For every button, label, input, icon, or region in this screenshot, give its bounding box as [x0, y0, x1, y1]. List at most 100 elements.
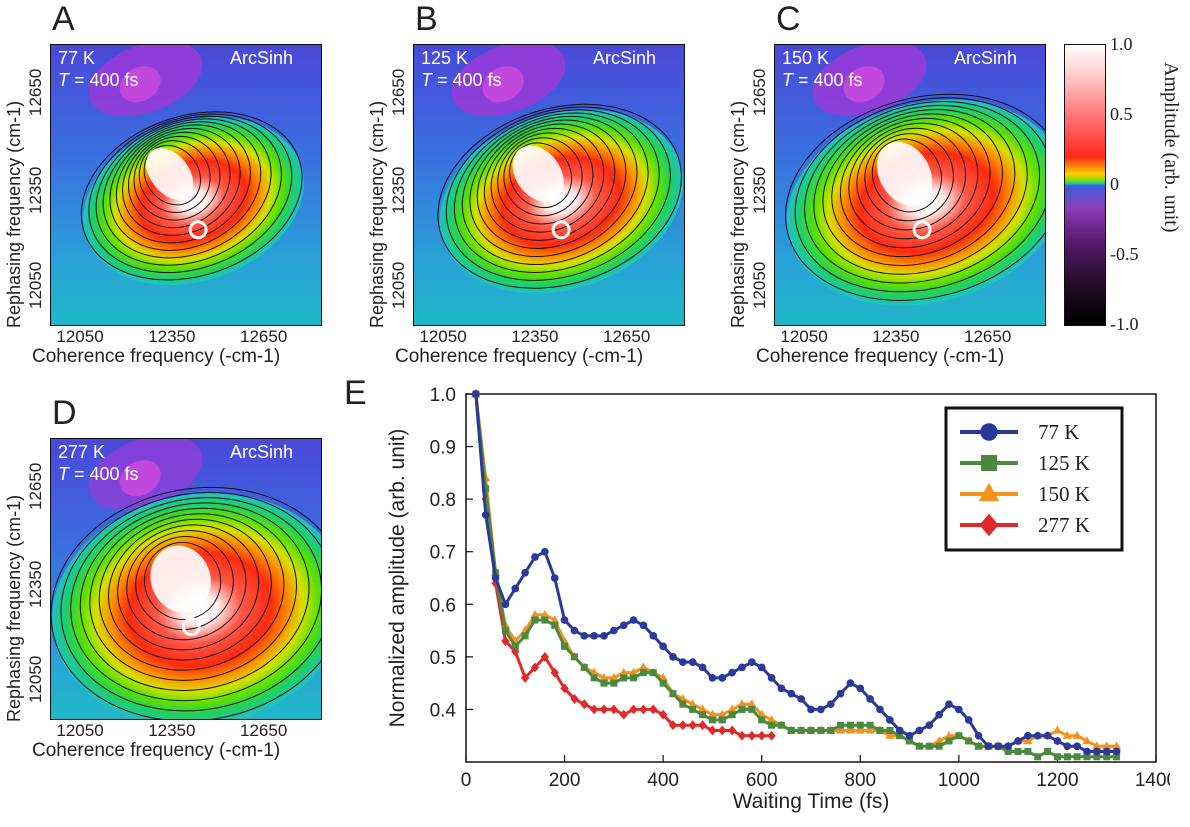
x-tick-label: 12650: [603, 327, 651, 346]
data-point: [1052, 725, 1062, 734]
white-circle-marker: [912, 220, 932, 240]
data-point: [945, 737, 953, 745]
spectrum-image: [51, 439, 321, 719]
y-tick-label: 12350: [26, 560, 45, 608]
data-point: [1014, 737, 1022, 745]
data-point: [944, 730, 954, 739]
data-point: [836, 689, 845, 698]
x-tick-label: 12350: [872, 327, 920, 346]
series-line: [474, 393, 772, 738]
data-point: [698, 663, 707, 672]
series-77-k: [472, 390, 1121, 756]
data-point: [1004, 747, 1012, 755]
x-tick-label: 12650: [240, 721, 288, 740]
data-point: [1083, 747, 1091, 756]
colorbar-tick: 1.0: [1110, 34, 1133, 54]
data-point: [649, 669, 657, 677]
data-point: [885, 730, 895, 739]
data-point: [905, 731, 914, 740]
x-axis-label: Coherence frequency (-cm-1): [32, 346, 281, 367]
series-277-k: [471, 389, 776, 741]
data-point: [629, 667, 639, 676]
x-axis-label: Coherence frequency (-cm-1): [395, 346, 644, 367]
data-point: [708, 716, 716, 724]
legend-label: 150 K: [1038, 482, 1090, 506]
data-point: [521, 568, 529, 577]
data-point: [925, 721, 934, 730]
data-point: [1004, 742, 1012, 751]
data-point: [678, 720, 688, 731]
x-tick-label: 12050: [419, 327, 467, 346]
data-point: [669, 653, 677, 661]
data-point: [649, 631, 658, 640]
data-point: [530, 662, 540, 673]
data-point: [501, 627, 509, 635]
legend-label: 77 K: [1038, 420, 1079, 444]
y-tick-label: 12050: [389, 261, 408, 309]
colorbar-tick: -0.5: [1110, 244, 1139, 264]
data-point: [955, 705, 963, 714]
data-point: [482, 485, 490, 493]
data-point: [561, 642, 569, 650]
data-point: [747, 699, 757, 708]
data-point: [737, 699, 747, 708]
data-point: [679, 700, 687, 708]
data-point: [748, 658, 756, 666]
data-point: [865, 725, 875, 734]
data-point: [639, 669, 647, 677]
data-point: [836, 725, 846, 734]
data-point: [855, 725, 865, 734]
data-point: [1112, 747, 1121, 756]
data-point: [688, 658, 697, 666]
data-point: [580, 663, 588, 671]
y-tick-label: 12050: [26, 261, 45, 309]
y-axis-label: Normalized amplitude (arb. unit): [386, 429, 409, 728]
data-point: [531, 553, 539, 561]
y-tick-label: 12650: [750, 68, 769, 116]
y-tick-label: 12050: [750, 261, 769, 309]
data-point: [619, 667, 629, 676]
legend-marker: [978, 482, 1000, 502]
x-tick-label: 800: [844, 770, 876, 791]
data-point: [550, 615, 560, 624]
data-point: [787, 689, 796, 698]
data-point: [718, 725, 727, 736]
data-point: [915, 742, 923, 750]
data-point: [698, 720, 707, 731]
temperature-label: 277 K: [58, 442, 106, 462]
waiting-time-label: T = 400 fs: [421, 70, 502, 90]
data-point: [727, 725, 737, 736]
panel-letter: C: [776, 0, 801, 38]
data-point: [768, 721, 776, 729]
data-point: [1082, 736, 1092, 745]
panel-letter: D: [52, 394, 77, 432]
y-tick-label: 12350: [750, 166, 769, 214]
data-point: [1112, 741, 1122, 750]
spectrum-map: [413, 44, 685, 326]
data-point: [590, 631, 598, 640]
data-point: [767, 715, 777, 724]
data-point: [610, 679, 618, 687]
colorbar: [1064, 44, 1106, 326]
data-point: [747, 730, 757, 741]
x-tick-label: 600: [746, 770, 778, 791]
data-point: [1014, 747, 1022, 755]
data-point: [599, 672, 609, 682]
data-point: [757, 730, 766, 741]
data-point: [521, 632, 529, 640]
data-point: [1102, 741, 1112, 750]
data-point: [1083, 753, 1091, 761]
data-point: [738, 663, 746, 672]
legend-box: [944, 406, 1124, 552]
data-point: [1034, 753, 1042, 761]
data-point: [1092, 741, 1102, 750]
data-point: [708, 725, 717, 736]
scale-label: ArcSinh: [230, 48, 294, 68]
data-point: [707, 709, 717, 718]
data-point: [787, 726, 795, 734]
data-point: [797, 726, 805, 734]
data-point: [609, 672, 619, 682]
data-point: [817, 726, 825, 734]
legend-label: 125 K: [1038, 451, 1090, 475]
data-point: [659, 679, 667, 687]
